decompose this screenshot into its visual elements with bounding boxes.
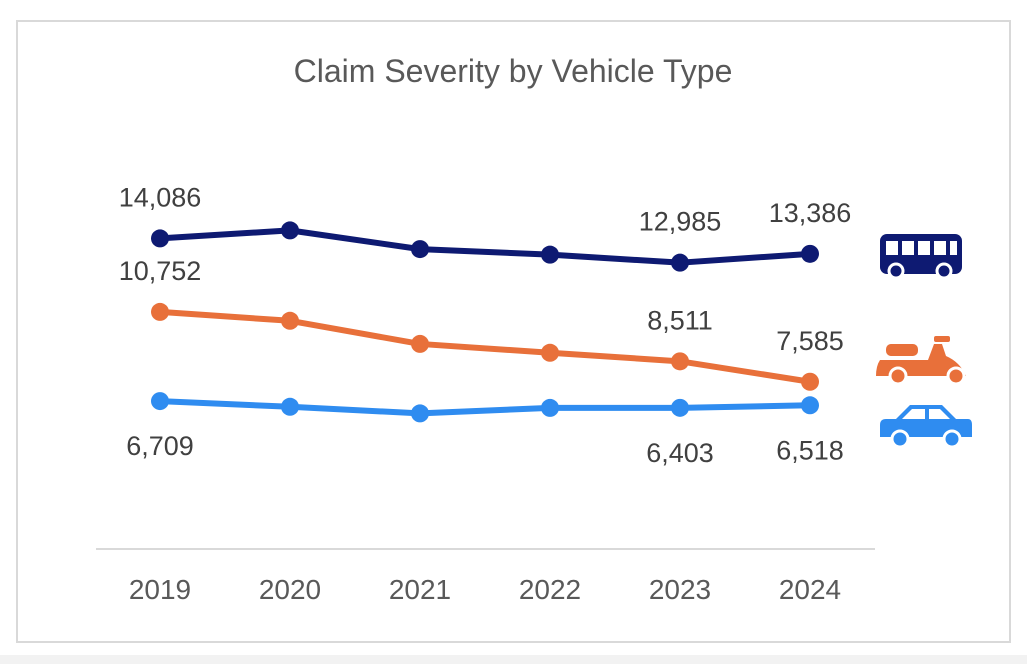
- data-label: 10,752: [119, 256, 202, 286]
- x-tick-label: 2019: [129, 574, 191, 605]
- chart-title: Claim Severity by Vehicle Type: [294, 53, 733, 89]
- data-label: 6,518: [776, 435, 844, 465]
- x-tick-label: 2020: [259, 574, 321, 605]
- data-point: [801, 372, 819, 391]
- x-tick-label: 2021: [389, 574, 451, 605]
- data-point: [671, 253, 689, 272]
- series-line-bus: [159, 227, 811, 266]
- data-point: [801, 244, 819, 263]
- series-line-scooter: [159, 308, 811, 385]
- data-label: 6,403: [646, 438, 714, 468]
- data-point: [541, 398, 559, 417]
- data-point: [151, 392, 169, 411]
- data-point: [151, 229, 169, 248]
- data-point: [541, 343, 559, 362]
- bus-icon: [880, 234, 962, 280]
- x-tick-label: 2024: [779, 574, 841, 605]
- data-label: 6,709: [126, 431, 194, 461]
- data-point: [151, 302, 169, 321]
- data-point: [411, 404, 429, 423]
- data-point: [411, 334, 429, 353]
- data-label: 14,086: [119, 182, 202, 212]
- data-point: [281, 311, 299, 330]
- data-label: 8,511: [647, 305, 713, 335]
- page-bottom-strip: [0, 655, 1027, 664]
- car-icon: [880, 405, 972, 449]
- data-label: 7,585: [776, 326, 844, 356]
- data-point: [671, 352, 689, 371]
- data-label: 13,386: [769, 198, 852, 228]
- series-line-car: [159, 398, 811, 417]
- data-label: 12,985: [639, 207, 722, 237]
- data-point: [541, 245, 559, 264]
- data-point: [671, 398, 689, 417]
- data-point: [411, 240, 429, 259]
- x-tick-label: 2022: [519, 574, 581, 605]
- data-point: [801, 396, 819, 415]
- chart-frame: [16, 20, 1011, 643]
- data-point: [281, 397, 299, 416]
- scooter-icon: [876, 336, 966, 386]
- data-point: [281, 221, 299, 240]
- x-tick-label: 2023: [649, 574, 711, 605]
